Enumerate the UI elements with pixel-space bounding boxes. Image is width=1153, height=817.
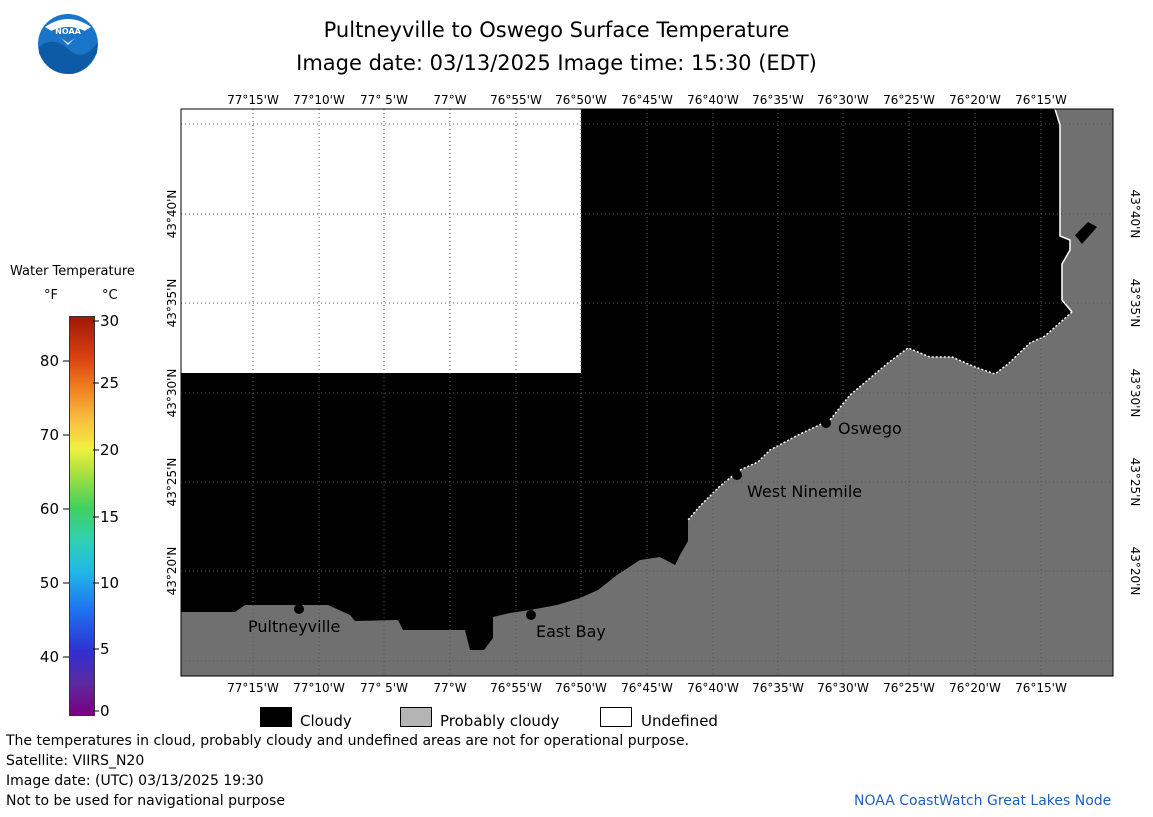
lat-label-left: 43°25'N xyxy=(165,458,179,507)
lon-label-bottom: 77° 5'W xyxy=(360,681,408,695)
celsius-ticks: 30 25 20 15 10 5 0 xyxy=(93,312,119,720)
map-frame xyxy=(180,108,1114,677)
map-subtitle: Image date: 03/13/2025 Image time: 15:30… xyxy=(296,51,817,75)
f-tick-label: 50 xyxy=(40,574,59,592)
c-tick-label: 30 xyxy=(100,312,119,330)
lat-label-right: 43°35'N xyxy=(1128,279,1142,328)
map-graticule xyxy=(181,109,1113,676)
longitude-labels: 77°15'W 77°15'W 77°10'W 77°10'W 77° 5'W 77° 5… xyxy=(227,93,1067,695)
f-tick-label: 60 xyxy=(40,500,59,518)
cloudy-patch xyxy=(1075,222,1097,244)
lat-label-left: 43°40'N xyxy=(165,190,179,239)
lon-label-top: 77°15'W xyxy=(227,93,279,107)
legend-probably-cloudy-label: Probably cloudy xyxy=(440,712,560,730)
place-label: East Bay xyxy=(536,622,606,641)
c-tick-label: 0 xyxy=(100,702,110,720)
footer-nav-warning: Not to be used for navigational purpose xyxy=(6,793,285,809)
place-markers: Oswego West Ninemile Pultneyville East Bay xyxy=(248,418,902,641)
colorbar-unit-c: °C xyxy=(102,288,118,303)
lon-label-bottom: 76°30'W xyxy=(817,681,869,695)
lat-label-left: 43°35'N xyxy=(165,279,179,328)
lon-label-bottom: 77°10'W xyxy=(293,681,345,695)
shoreline-east xyxy=(1054,109,1073,313)
legend-cloudy-label: Cloudy xyxy=(300,712,352,730)
noaa-logo-icon: NOAA xyxy=(38,14,98,75)
lon-label-top: 76°25'W xyxy=(883,93,935,107)
lat-label-right: 43°30'N xyxy=(1128,369,1142,418)
lon-label-bottom: 76°35'W xyxy=(752,681,804,695)
lon-label-top: 76°20'W xyxy=(949,93,1001,107)
place-label: Oswego xyxy=(838,419,902,438)
lon-label-bottom: 76°45'W xyxy=(621,681,673,695)
lon-label-bottom: 76°40'W xyxy=(687,681,739,695)
lon-label-bottom: 77°15'W xyxy=(227,681,279,695)
c-tick-label: 25 xyxy=(100,374,119,392)
place-dot xyxy=(526,610,536,620)
f-tick-label: 40 xyxy=(40,648,59,666)
lon-label-bottom: 76°50'W xyxy=(555,681,607,695)
legend-probably-cloudy-swatch xyxy=(400,707,432,727)
footer-utc-date: Image date: (UTC) 03/13/2025 19:30 xyxy=(6,773,264,789)
fahrenheit-ticks: 80 70 60 50 40 xyxy=(40,352,69,666)
map-title: Pultneyville to Oswego Surface Temperatu… xyxy=(323,18,790,42)
lat-label-right: 43°25'N xyxy=(1128,458,1142,507)
place-label: Pultneyville xyxy=(248,617,340,636)
f-tick-label: 70 xyxy=(40,426,59,444)
lat-label-left: 43°20'N xyxy=(165,547,179,596)
logo-text: NOAA xyxy=(55,27,81,36)
lon-label-bottom: 77°W xyxy=(433,681,466,695)
lat-label-right: 43°40'N xyxy=(1128,190,1142,239)
legend-cloudy-swatch xyxy=(260,707,292,727)
footer-disclaimer: The temperatures in cloud, probably clou… xyxy=(6,733,690,749)
colorbar-ramp xyxy=(69,316,95,716)
undefined-area xyxy=(181,109,581,373)
lon-label-bottom: 76°25'W xyxy=(883,681,935,695)
place-dot xyxy=(294,604,304,614)
footer-satellite: Satellite: VIIRS_N20 xyxy=(6,753,145,769)
footer-credit: NOAA CoastWatch Great Lakes Node xyxy=(854,793,1112,809)
f-tick-label: 80 xyxy=(40,352,59,370)
c-tick-label: 15 xyxy=(100,508,119,526)
lon-label-top: 76°30'W xyxy=(817,93,869,107)
lon-label-top: 76°40'W xyxy=(687,93,739,107)
lon-label-top: 76°45'W xyxy=(621,93,673,107)
c-tick-label: 20 xyxy=(100,441,119,459)
lon-label-top: 77°W xyxy=(433,93,466,107)
place-dot xyxy=(732,470,742,480)
lon-label-top: 77° 5'W xyxy=(360,93,408,107)
colorbar-title: Water Temperature xyxy=(10,264,135,279)
legend-undefined-label: Undefined xyxy=(641,712,718,730)
lat-label-right: 43°20'N xyxy=(1128,547,1142,596)
lon-label-bottom: 76°55'W xyxy=(490,681,542,695)
c-tick-label: 5 xyxy=(100,640,110,658)
colorbar-unit-f: °F xyxy=(44,288,58,303)
coastline xyxy=(687,311,1073,521)
latitude-labels: 43°40'N 43°40'N 43°35'N 43°35'N 43°30'N 43°30… xyxy=(165,190,1142,596)
legend-undefined-swatch xyxy=(600,707,632,727)
lon-label-top: 76°50'W xyxy=(555,93,607,107)
lon-label-top: 76°35'W xyxy=(752,93,804,107)
lat-label-left: 43°30'N xyxy=(165,369,179,418)
place-label: West Ninemile xyxy=(747,482,862,501)
c-tick-label: 10 xyxy=(100,574,119,592)
lon-label-top: 76°55'W xyxy=(490,93,542,107)
lon-label-top: 77°10'W xyxy=(293,93,345,107)
lon-label-top: 76°15'W xyxy=(1015,93,1067,107)
lon-label-bottom: 76°15'W xyxy=(1015,681,1067,695)
place-dot xyxy=(821,418,831,428)
lon-label-bottom: 76°20'W xyxy=(949,681,1001,695)
